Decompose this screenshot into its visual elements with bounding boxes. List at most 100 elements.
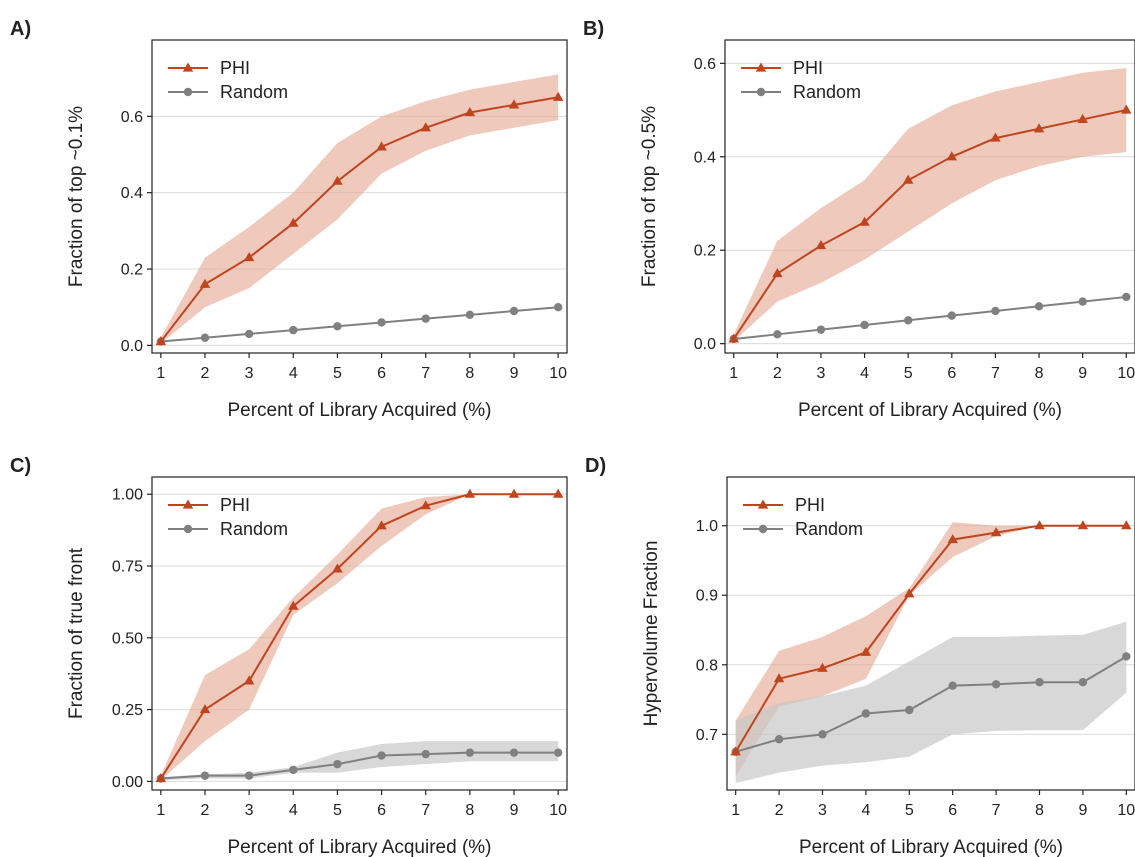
y-tick-label-2: 0.9 [696, 588, 718, 605]
point-phi-2 [243, 252, 255, 262]
x-tick-label-1: 2 [773, 365, 782, 382]
point-random-3 [861, 709, 871, 718]
y-axis-label: Hypervolume Fraction [641, 541, 662, 727]
point-random-1 [200, 771, 210, 780]
point-random-5 [948, 681, 957, 690]
panel-label: B) [583, 18, 604, 40]
legend-marker-phi [182, 499, 194, 509]
point-random-3 [289, 765, 298, 775]
point-phi-2 [817, 662, 828, 672]
point-phi-4 [332, 563, 343, 573]
x-tick-label-8: 9 [1078, 365, 1087, 382]
legend-label-random: Random [220, 82, 288, 102]
y-tick-label-1: 0.2 [121, 262, 143, 279]
legend-marker-random [756, 87, 766, 97]
point-phi-0 [155, 336, 167, 346]
x-tick-label-6: 7 [421, 802, 430, 819]
y-tick-label-2: 0.4 [694, 149, 716, 166]
point-phi-1 [773, 673, 785, 683]
x-tick-label-1: 2 [201, 365, 210, 382]
series-line-phi [159, 493, 559, 780]
point-random-8 [509, 306, 519, 316]
point-random-9 [1122, 292, 1131, 302]
point-random-6 [421, 314, 430, 323]
x-tick-label-4: 5 [904, 365, 913, 382]
point-random-6 [421, 749, 430, 759]
point-phi-4 [904, 588, 915, 598]
x-tick-label-7: 8 [465, 802, 474, 819]
x-tick-label-6: 7 [421, 365, 430, 382]
y-axis-label: Fraction of true front [66, 547, 87, 719]
band-random [735, 621, 1127, 784]
point-phi-0 [730, 746, 741, 756]
x-tick-label-5: 6 [947, 365, 956, 382]
x-tick-label-3: 4 [289, 365, 298, 382]
point-random-7 [465, 748, 475, 757]
point-random-7 [1035, 677, 1044, 687]
point-phi-2 [815, 240, 827, 250]
axes-frame [151, 39, 568, 354]
x-tick-label-9: 10 [1117, 365, 1135, 382]
x-tick-label-7: 8 [1035, 365, 1044, 382]
y-tick-label-0: 0.7 [696, 727, 718, 744]
series-line-random [733, 295, 1127, 340]
point-random-5 [377, 751, 386, 760]
x-tick-label-6: 7 [992, 802, 1001, 819]
y-tick-label-4: 1.00 [112, 487, 143, 504]
point-phi-8 [1077, 113, 1088, 123]
point-phi-6 [990, 132, 1001, 142]
point-phi-3 [859, 216, 870, 226]
series-line-phi [734, 524, 1127, 753]
point-random-9 [1122, 652, 1131, 661]
point-phi-7 [464, 488, 476, 498]
point-phi-6 [420, 122, 431, 132]
y-tick-label-0: 0.0 [694, 336, 716, 353]
point-random-5 [377, 318, 386, 327]
x-axis-label: Percent of Library Acquired (%) [798, 400, 1062, 421]
x-tick-label-8: 9 [510, 365, 519, 382]
point-phi-3 [288, 217, 299, 227]
point-random-2 [816, 325, 826, 334]
x-axis-label: Percent of Library Acquired (%) [799, 837, 1063, 857]
point-phi-8 [508, 99, 520, 109]
x-tick-label-9: 10 [549, 802, 567, 819]
point-random-2 [244, 771, 254, 780]
x-tick-label-5: 6 [377, 365, 386, 382]
band-phi [160, 74, 559, 344]
axes-frame [151, 476, 568, 791]
point-random-6 [991, 306, 1000, 316]
point-random-7 [1034, 302, 1044, 311]
y-tick-label-0: 0.0 [121, 338, 143, 355]
y-tick-label-3: 0.75 [112, 559, 143, 576]
y-axis-label: Fraction of top ~0.1% [66, 106, 87, 287]
x-tick-label-3: 4 [861, 802, 870, 819]
y-tick-label-1: 0.8 [696, 657, 718, 674]
point-phi-7 [464, 107, 476, 117]
series-line-random [160, 306, 559, 343]
x-tick-label-9: 10 [1117, 802, 1135, 819]
x-tick-label-4: 5 [905, 802, 914, 819]
panel-0: 0.0 0.2 0.4 0.6 1 2 3 4 5 6 7 8 9 10 Percent of Librar… [10, 18, 568, 421]
x-tick-label-6: 7 [991, 365, 1000, 382]
y-tick-label-2: 0.50 [112, 630, 143, 647]
point-phi-0 [155, 773, 167, 783]
point-phi-1 [199, 704, 211, 714]
y-tick-label-2: 0.4 [121, 185, 143, 202]
axes-frame [724, 39, 1135, 354]
point-phi-3 [288, 600, 299, 610]
point-phi-9 [1121, 520, 1132, 530]
x-tick-label-2: 3 [818, 802, 827, 819]
series-line-random [160, 751, 559, 780]
x-tick-label-4: 5 [333, 365, 342, 382]
point-random-1 [200, 333, 210, 342]
point-phi-1 [199, 278, 211, 288]
x-tick-label-7: 8 [465, 365, 474, 382]
x-tick-label-1: 2 [201, 802, 210, 819]
point-phi-5 [376, 141, 387, 151]
point-phi-8 [508, 488, 520, 498]
point-phi-9 [1121, 104, 1132, 114]
point-phi-8 [1077, 520, 1089, 530]
point-random-8 [509, 748, 519, 757]
band-phi [160, 494, 559, 780]
point-random-7 [465, 310, 475, 320]
